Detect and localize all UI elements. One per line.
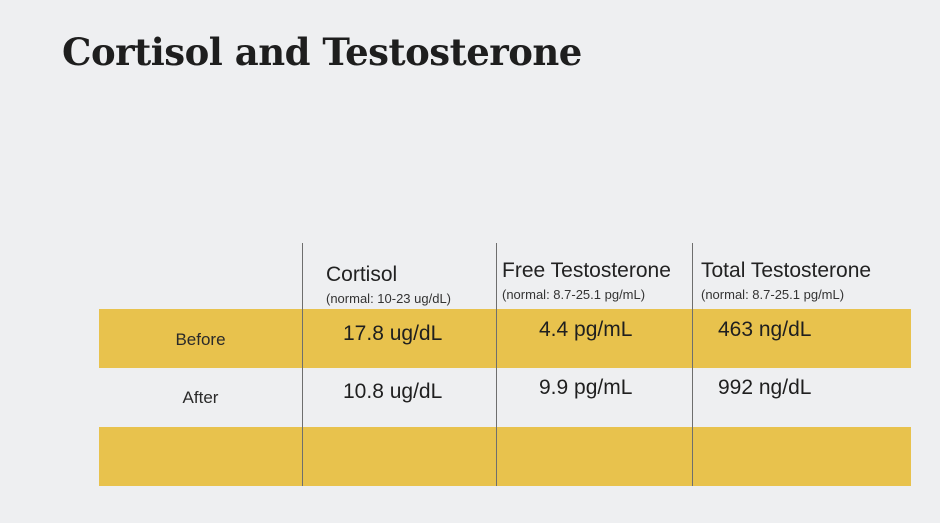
- column-divider-1: [302, 243, 303, 486]
- row-band-before: [99, 309, 911, 368]
- total-testosterone-before-value: 463 ng/dL: [718, 318, 812, 341]
- cortisol-before-value: 17.8 ug/dL: [343, 322, 443, 345]
- column-note-total-testosterone: (normal: 8.7-25.1 pg/mL): [701, 287, 845, 302]
- cortisol-after-value: 10.8 ug/dL: [343, 380, 443, 403]
- column-note-free-testosterone: (normal: 8.7-25.1 pg/mL): [502, 287, 646, 302]
- page-title: Cortisol and Testosterone: [62, 30, 582, 74]
- row-band-empty: [99, 427, 911, 486]
- column-divider-2: [496, 243, 497, 486]
- column-header-free-testosterone: Free Testosterone: [502, 259, 671, 282]
- results-table: Cortisol (normal: 10-23 ug/dL) Free Test…: [99, 243, 911, 486]
- row-label-before: Before: [175, 330, 226, 349]
- free-testosterone-after-value: 9.9 pg/mL: [539, 376, 633, 399]
- column-header-cortisol: Cortisol: [326, 263, 398, 286]
- column-note-cortisol: (normal: 10-23 ug/dL): [326, 291, 452, 306]
- column-header-total-testosterone: Total Testosterone: [701, 259, 872, 282]
- row-label-after: After: [182, 388, 219, 407]
- total-testosterone-after-value: 992 ng/dL: [718, 376, 812, 399]
- free-testosterone-before-value: 4.4 pg/mL: [539, 318, 633, 341]
- column-divider-3: [692, 243, 693, 486]
